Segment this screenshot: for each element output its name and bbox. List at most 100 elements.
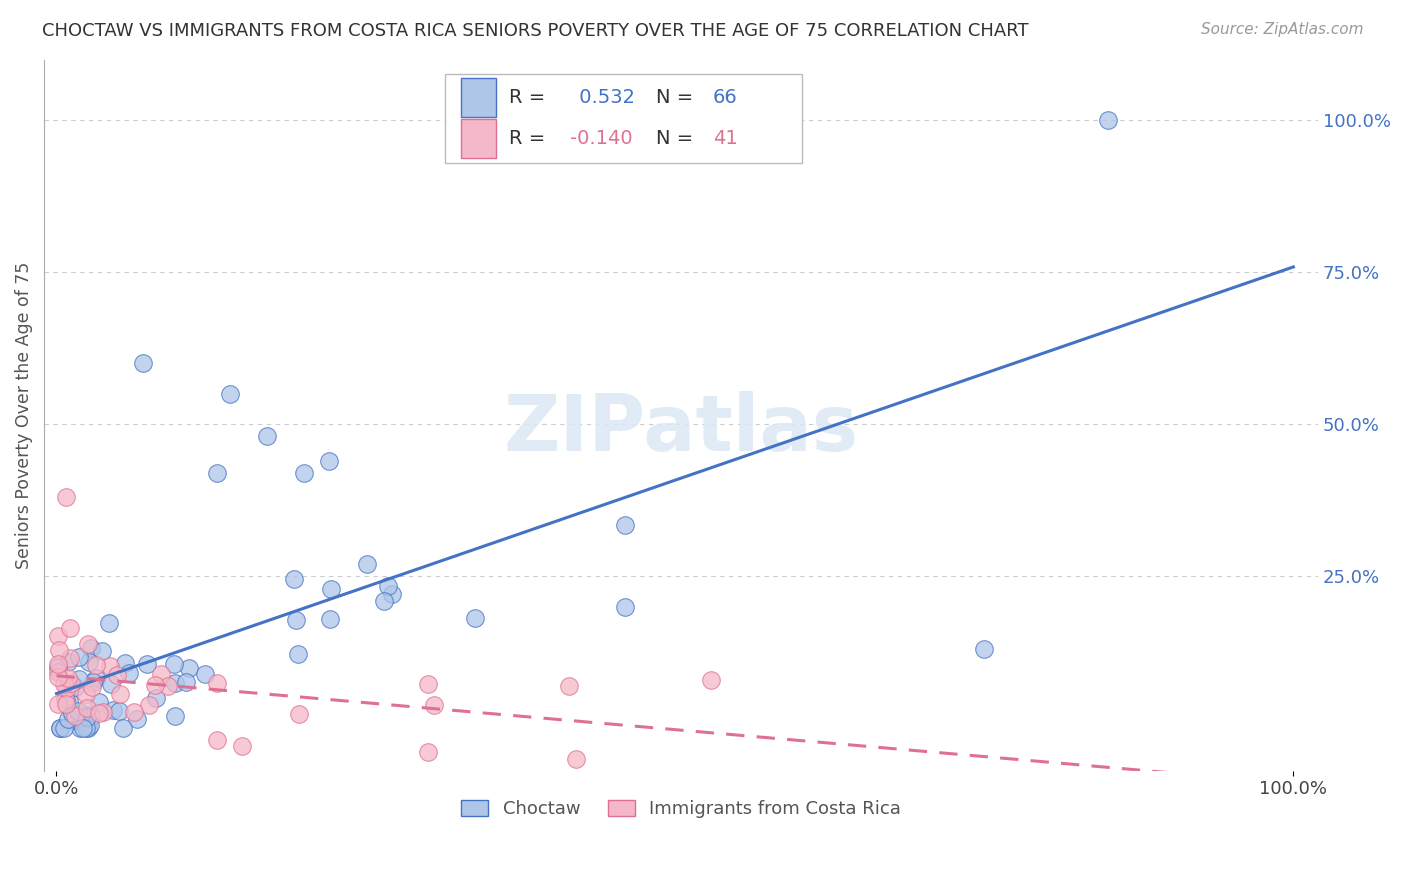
Point	[59, 621, 82, 635]
Point	[59, 675, 82, 690]
Point	[138, 698, 160, 713]
Point	[55, 697, 77, 711]
Point	[292, 466, 315, 480]
Point	[283, 572, 305, 586]
Point	[56, 712, 79, 726]
Point	[76, 721, 98, 735]
Point	[80, 680, 103, 694]
Point	[53, 676, 76, 690]
Point	[46, 657, 69, 671]
Point	[163, 657, 186, 672]
Point	[132, 356, 155, 370]
Point	[101, 703, 124, 717]
Point	[207, 676, 229, 690]
Point	[256, 429, 278, 443]
Point	[82, 674, 104, 689]
Point	[423, 698, 446, 713]
Point	[46, 660, 69, 674]
Point	[84, 657, 107, 672]
Point	[91, 705, 114, 719]
Point	[287, 648, 309, 662]
Point	[67, 650, 90, 665]
Point	[59, 651, 82, 665]
Point	[49, 721, 72, 735]
Point	[58, 671, 80, 685]
Point	[207, 466, 229, 480]
Point	[77, 637, 100, 651]
Point	[177, 661, 200, 675]
FancyBboxPatch shape	[461, 120, 496, 158]
Point	[114, 656, 136, 670]
Text: R =: R =	[509, 88, 551, 107]
Point	[58, 655, 80, 669]
Text: Source: ZipAtlas.com: Source: ZipAtlas.com	[1201, 22, 1364, 37]
Point	[87, 706, 110, 720]
Point	[165, 708, 187, 723]
Point	[288, 707, 311, 722]
Text: -0.140: -0.140	[571, 129, 633, 148]
Point	[700, 673, 723, 688]
Legend: Choctaw, Immigrants from Costa Rica: Choctaw, Immigrants from Costa Rica	[454, 793, 908, 826]
Point	[125, 712, 148, 726]
Point	[156, 679, 179, 693]
Point	[285, 613, 308, 627]
Point	[69, 711, 91, 725]
Point	[46, 670, 69, 684]
Point	[381, 587, 404, 601]
Text: ZIPatlas: ZIPatlas	[503, 392, 859, 467]
Point	[165, 675, 187, 690]
Point	[49, 721, 72, 735]
Text: R =: R =	[509, 129, 551, 148]
Point	[231, 739, 253, 754]
Point	[145, 678, 167, 692]
Point	[63, 709, 86, 723]
Point	[135, 657, 157, 671]
Point	[1097, 113, 1119, 128]
Point	[416, 746, 439, 760]
Point	[558, 680, 581, 694]
Point	[55, 490, 77, 504]
Point	[67, 673, 90, 687]
Point	[75, 708, 97, 723]
Point	[75, 687, 97, 701]
Point	[373, 593, 395, 607]
Point	[118, 666, 141, 681]
Point	[90, 643, 112, 657]
FancyBboxPatch shape	[461, 78, 496, 118]
Point	[76, 710, 98, 724]
Point	[72, 721, 94, 735]
Point	[174, 675, 197, 690]
Point	[98, 615, 121, 630]
Point	[52, 721, 75, 735]
Point	[614, 518, 637, 533]
Point	[98, 658, 121, 673]
Point	[108, 704, 131, 718]
Text: CHOCTAW VS IMMIGRANTS FROM COSTA RICA SENIORS POVERTY OVER THE AGE OF 75 CORRELA: CHOCTAW VS IMMIGRANTS FROM COSTA RICA SE…	[42, 22, 1029, 40]
Point	[66, 704, 89, 718]
Point	[318, 454, 340, 468]
Point	[60, 707, 83, 722]
Text: 0.532: 0.532	[572, 88, 636, 107]
Point	[46, 629, 69, 643]
Point	[46, 665, 69, 679]
Point	[46, 697, 69, 711]
Point	[207, 733, 229, 747]
Point	[75, 721, 97, 735]
Point	[112, 721, 135, 735]
Point	[84, 671, 107, 685]
Point	[69, 721, 91, 735]
Point	[319, 582, 342, 596]
Point	[80, 710, 103, 724]
Point	[77, 655, 100, 669]
Point	[194, 666, 217, 681]
Point	[58, 693, 80, 707]
Point	[80, 640, 103, 655]
Point	[100, 677, 122, 691]
Text: 66: 66	[713, 88, 738, 107]
Point	[48, 643, 70, 657]
Point	[62, 714, 84, 728]
Point	[377, 579, 399, 593]
Point	[973, 642, 995, 657]
Y-axis label: Seniors Poverty Over the Age of 75: Seniors Poverty Over the Age of 75	[15, 261, 32, 569]
Point	[319, 612, 342, 626]
